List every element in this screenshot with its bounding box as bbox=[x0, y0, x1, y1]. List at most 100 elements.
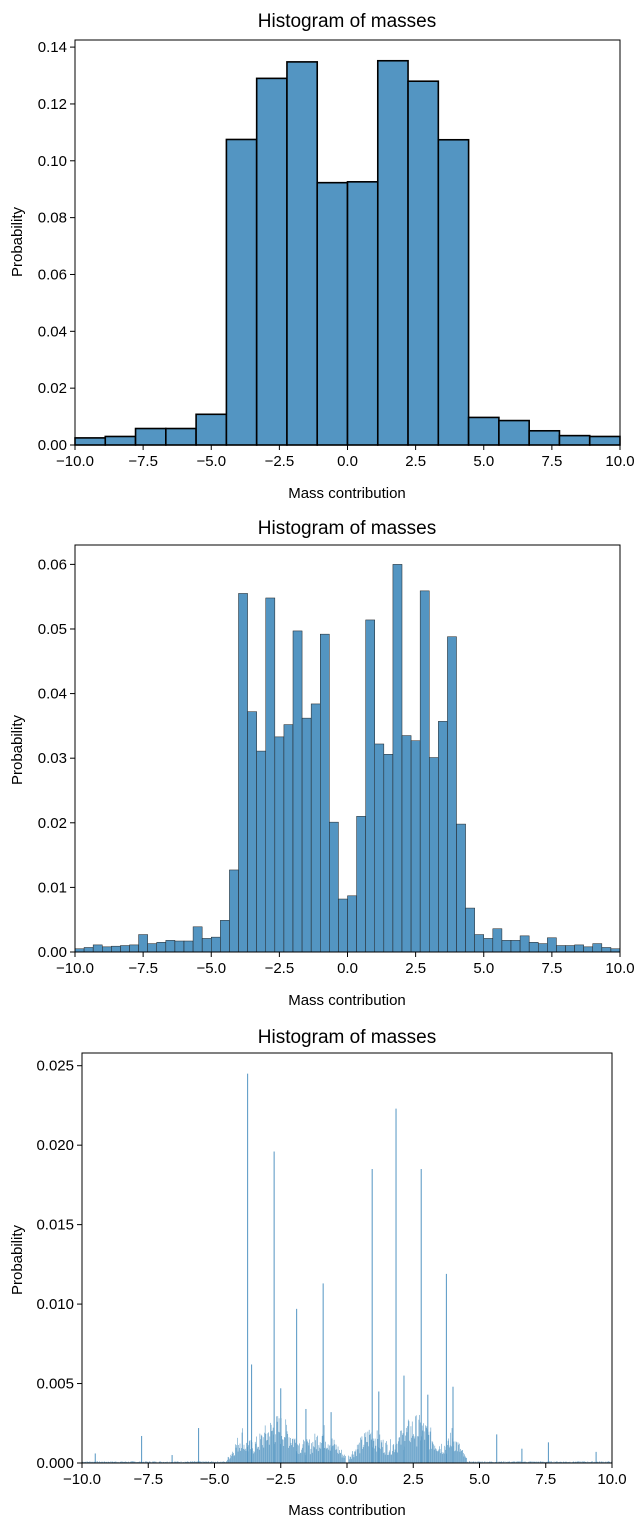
histogram-bar bbox=[294, 1438, 296, 1463]
histogram-bar bbox=[583, 1461, 585, 1463]
histogram-bar bbox=[248, 1441, 250, 1463]
y-tick-label: 0.005 bbox=[36, 1376, 74, 1393]
histogram-bar bbox=[296, 1308, 298, 1463]
histogram-bar bbox=[268, 1444, 270, 1463]
histogram-bar bbox=[591, 1461, 593, 1463]
histogram-bar bbox=[409, 1442, 411, 1463]
histogram-bar bbox=[543, 1461, 544, 1463]
histogram-bar bbox=[583, 946, 594, 953]
histogram-bar bbox=[467, 416, 500, 446]
y-tick-label: 0.05 bbox=[38, 621, 67, 638]
histogram-bar bbox=[551, 1461, 552, 1463]
histogram-bar bbox=[364, 1437, 366, 1463]
histogram-bar bbox=[501, 940, 512, 953]
y-tick-label: 0.04 bbox=[38, 323, 67, 340]
histogram-bar bbox=[435, 1448, 437, 1463]
histogram-bar bbox=[266, 1439, 268, 1463]
histogram-bar bbox=[515, 1461, 517, 1463]
histogram-bar bbox=[211, 1461, 213, 1463]
histogram-bar bbox=[203, 1461, 205, 1463]
histogram-bar bbox=[101, 1461, 102, 1463]
histogram-bar bbox=[333, 1439, 335, 1463]
histogram-bar bbox=[334, 1444, 336, 1463]
histogram-bar bbox=[148, 1461, 150, 1463]
histogram-bar bbox=[461, 1450, 463, 1463]
histogram-bar bbox=[466, 1457, 467, 1463]
histogram-bar bbox=[292, 1438, 294, 1463]
x-tick-label: 7.5 bbox=[535, 1471, 556, 1488]
y-axis-label: Probability bbox=[9, 1224, 26, 1295]
histogram-bar bbox=[265, 1433, 267, 1463]
histogram-bar bbox=[133, 1461, 135, 1463]
histogram-bar bbox=[233, 1452, 234, 1463]
histogram-bar bbox=[459, 1451, 461, 1463]
histogram-bar bbox=[220, 920, 230, 953]
histogram-bar bbox=[295, 1442, 296, 1463]
histogram-bar bbox=[510, 940, 521, 953]
histogram-bar bbox=[429, 757, 439, 953]
histogram-bar bbox=[307, 1441, 308, 1463]
histogram-bar bbox=[524, 1461, 526, 1463]
histogram-bar bbox=[563, 1461, 565, 1463]
histogram-bar bbox=[528, 429, 561, 446]
histogram-bar bbox=[244, 1449, 245, 1463]
histogram-bar bbox=[408, 1421, 410, 1463]
histogram-bar bbox=[242, 1448, 244, 1463]
histogram-bar bbox=[562, 1461, 564, 1463]
histogram-bar bbox=[184, 1461, 186, 1463]
histogram-bar bbox=[201, 938, 212, 953]
histogram-bar bbox=[267, 1433, 269, 1463]
histogram-bar bbox=[538, 1461, 540, 1463]
histogram-bar bbox=[443, 1453, 445, 1463]
histogram-bar bbox=[454, 1450, 456, 1463]
histogram-bar bbox=[257, 1446, 259, 1463]
histogram-bar bbox=[336, 1449, 338, 1463]
histogram-bar bbox=[115, 1461, 117, 1463]
histogram-bar bbox=[93, 1461, 95, 1463]
histogram-bar bbox=[178, 1461, 179, 1463]
histogram-bar bbox=[411, 1437, 412, 1463]
histogram-bar bbox=[578, 1461, 580, 1463]
histogram-bar bbox=[235, 1444, 236, 1463]
histogram-bar bbox=[286, 1424, 287, 1463]
histogram-bar bbox=[282, 1439, 284, 1463]
histogram-bar bbox=[256, 750, 266, 953]
histogram-bar bbox=[511, 1461, 512, 1463]
histogram-bar bbox=[143, 1461, 145, 1463]
histogram-bar bbox=[112, 1461, 114, 1463]
x-tick-label: −2.5 bbox=[266, 1471, 296, 1488]
bars-layer bbox=[82, 1073, 612, 1463]
histogram-bar bbox=[424, 1439, 426, 1463]
histogram-bar bbox=[316, 181, 349, 446]
histogram-bar bbox=[310, 1448, 312, 1463]
histogram-bar bbox=[550, 1461, 552, 1463]
histogram-bar bbox=[312, 1441, 314, 1463]
histogram-bar bbox=[343, 1455, 344, 1463]
histogram-bar bbox=[115, 1461, 116, 1463]
histogram-bar bbox=[286, 61, 319, 446]
histogram-bar bbox=[98, 1461, 100, 1463]
x-tick-label: −10.0 bbox=[56, 453, 94, 470]
histogram-bar bbox=[285, 1419, 287, 1463]
chart-title: Histogram of masses bbox=[258, 518, 436, 539]
histogram-bar bbox=[593, 1461, 595, 1463]
histogram-bar bbox=[175, 1461, 177, 1463]
histogram-bar bbox=[322, 1283, 324, 1463]
histogram-bar bbox=[357, 1449, 359, 1463]
y-axis-label: Probability bbox=[9, 206, 26, 277]
histogram-bar bbox=[451, 1446, 452, 1463]
histogram-bar bbox=[580, 1461, 581, 1463]
histogram-bar bbox=[559, 1461, 561, 1463]
histogram-bar bbox=[573, 1461, 575, 1463]
histogram-bar bbox=[544, 1461, 546, 1463]
histogram-bar bbox=[354, 1451, 356, 1463]
histogram-bar bbox=[482, 1461, 483, 1463]
histogram-bar bbox=[443, 1452, 444, 1463]
histogram-bar bbox=[558, 434, 591, 446]
histogram-bar bbox=[100, 1461, 102, 1463]
histogram-bar bbox=[447, 1440, 449, 1463]
histogram-bar bbox=[398, 1441, 399, 1463]
histogram-bar bbox=[410, 740, 421, 953]
x-tick-label: 0.0 bbox=[337, 453, 358, 470]
histogram-bar bbox=[507, 1461, 508, 1463]
